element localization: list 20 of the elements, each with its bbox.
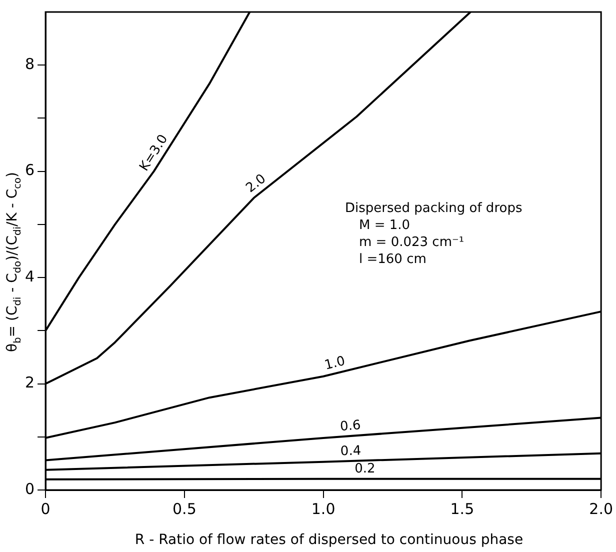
annotation: M = 1.0 [358, 217, 412, 234]
annotation: l =160 cm [358, 251, 428, 268]
series-label: 0.4 [340, 444, 362, 460]
series-label: 0.2 [354, 462, 376, 477]
x-tick-label: 0.5 [172, 500, 196, 518]
x-axis-title: R - Ratio of flow rates of dispersed to continuous phase [134, 532, 524, 548]
x-tick-label: 0 [40, 500, 50, 518]
y-tick-label: 6 [24, 161, 35, 180]
annotation: Dispersed packing of drops [345, 200, 522, 217]
y-tick-label: 4 [24, 267, 35, 286]
x-tick-label: 1.0 [311, 500, 336, 518]
series-label: 0.6 [340, 418, 362, 435]
y-tick-label: 0 [24, 480, 35, 498]
annotation: m = 0.023 cm⁻¹ [358, 234, 466, 251]
x-tick-label: 2.0 [589, 500, 613, 518]
y-tick-label: 2 [24, 374, 35, 392]
text: 1.0 [323, 354, 347, 374]
y-tick-label: 8 [24, 55, 35, 73]
x-tick-label: 1.5 [450, 500, 474, 518]
text: 2.0 [243, 171, 269, 196]
